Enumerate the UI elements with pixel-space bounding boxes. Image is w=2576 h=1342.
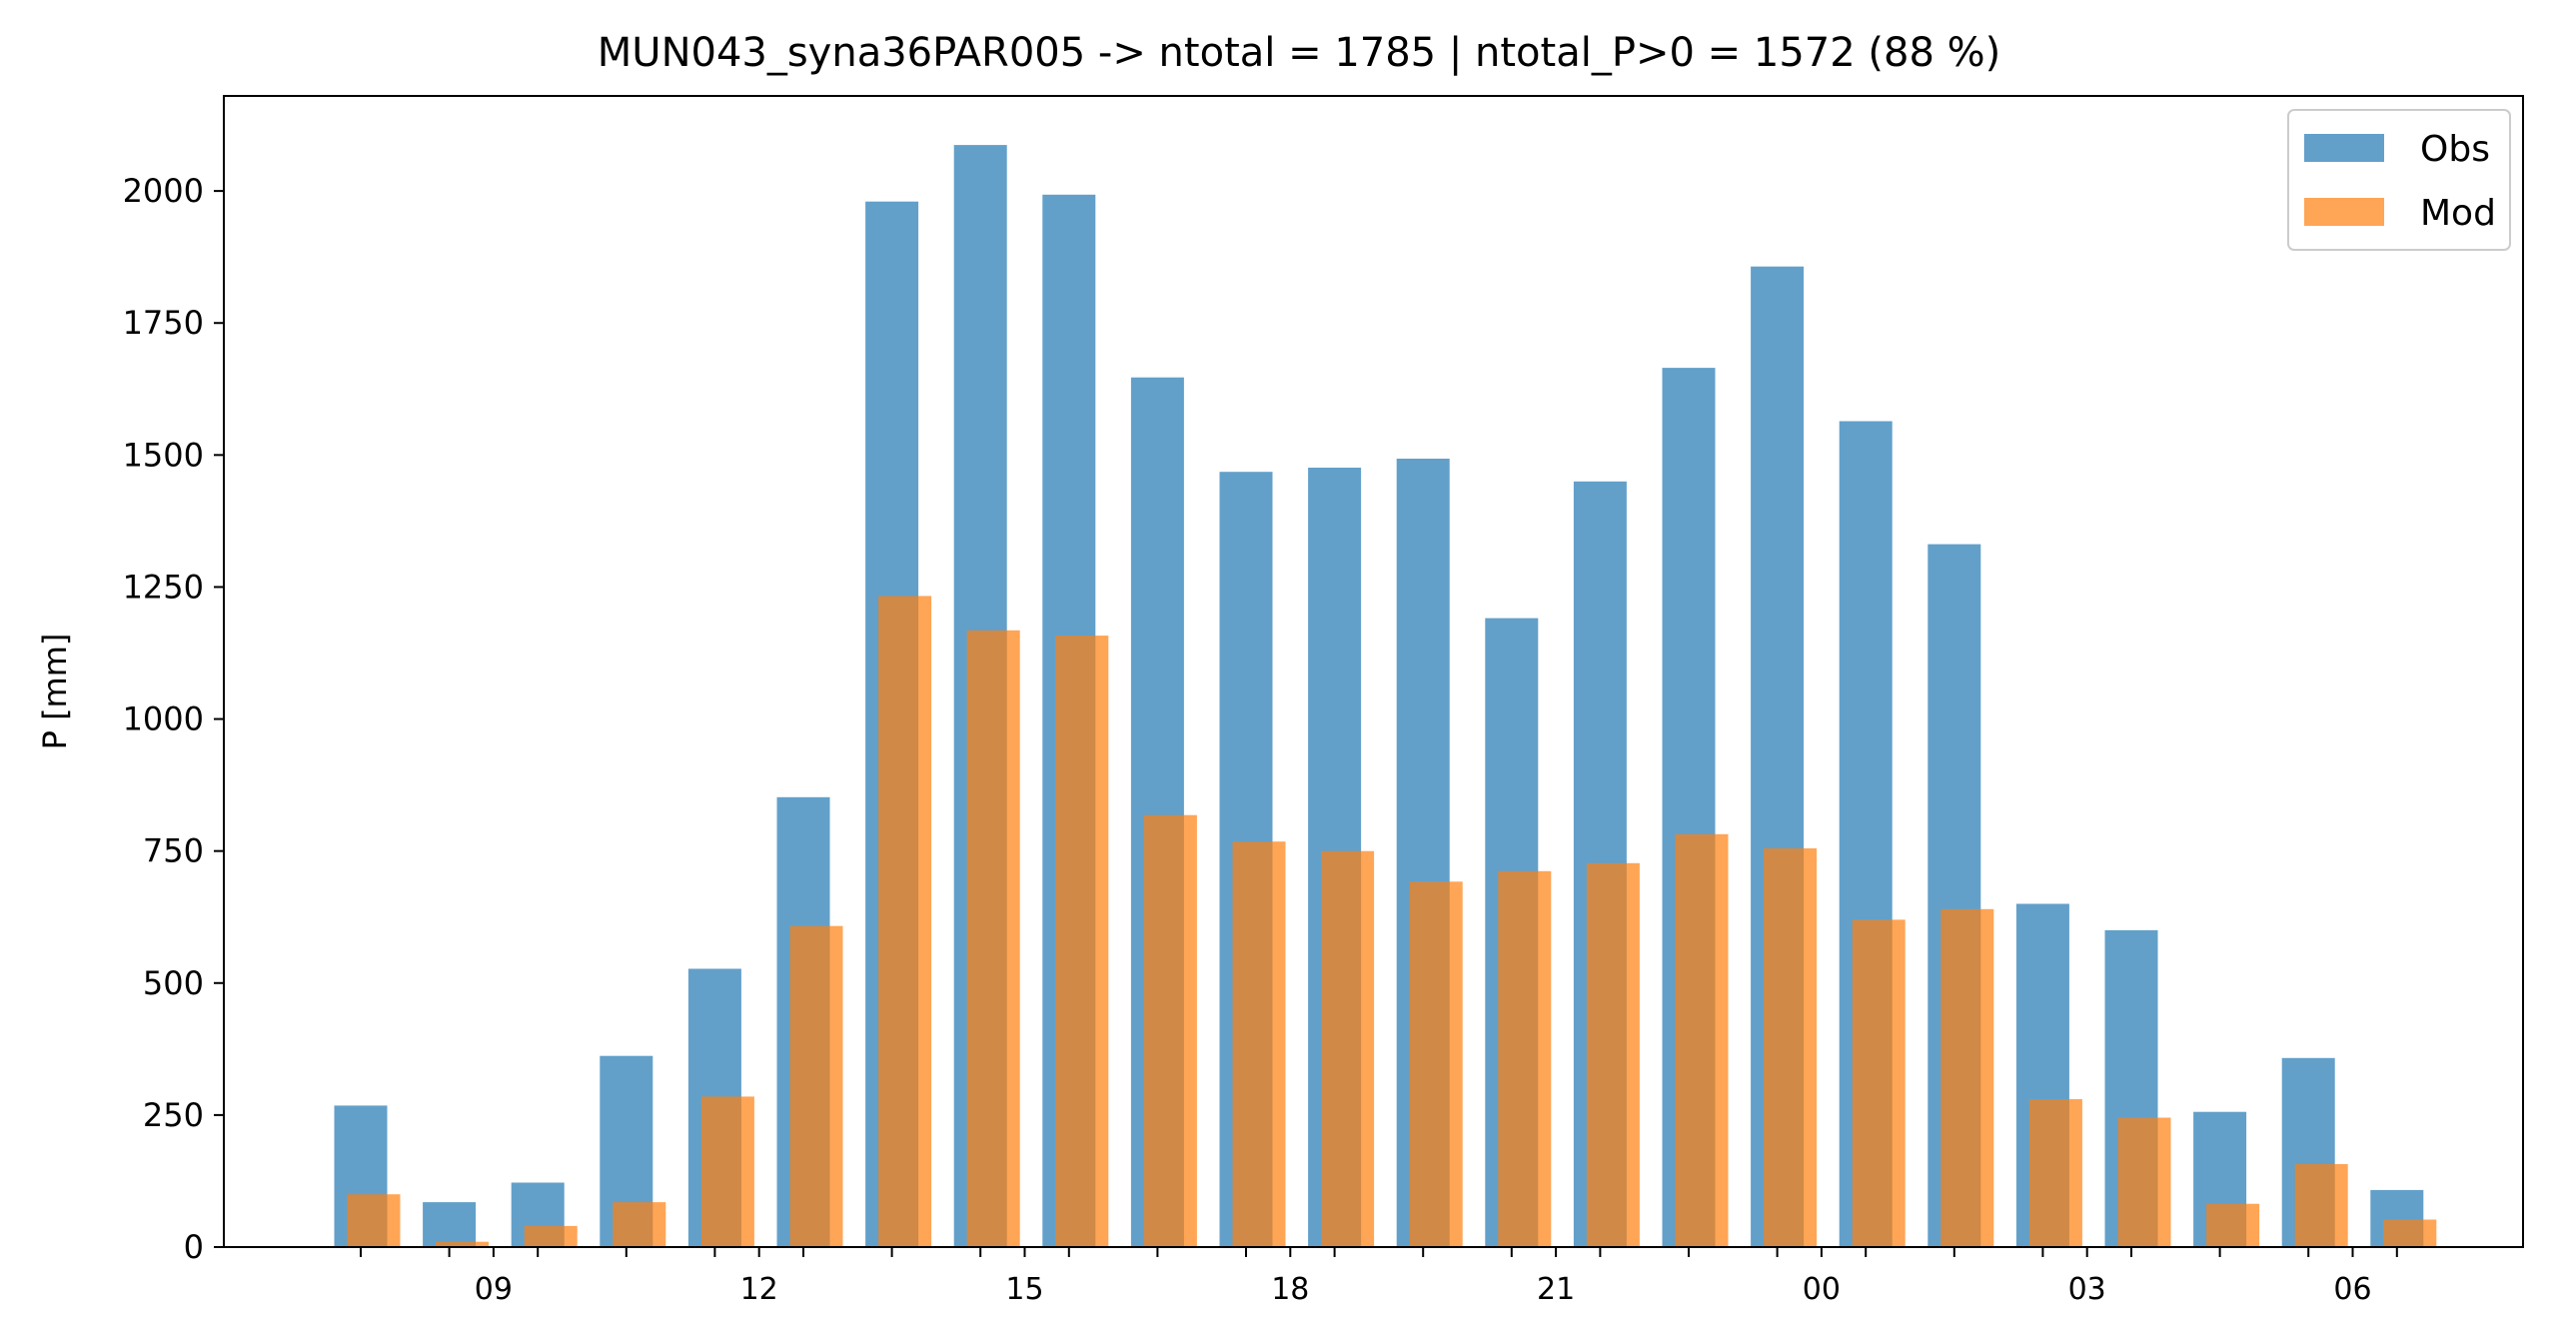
bar-mod-15 (966, 630, 1020, 1247)
bar-mod-18 (1232, 841, 1286, 1247)
plot-frame (223, 95, 2524, 1248)
y-axis: 0 250 500 750 1000 1250 1500 1750 2000 (123, 172, 224, 1266)
y-tick-label-1000: 1000 (123, 700, 204, 738)
legend-label-mod: Mod (2420, 193, 2496, 234)
legend-swatch-obs (2304, 134, 2384, 162)
bar-mod-07 (2383, 1219, 2437, 1247)
x-tick-label-03: 03 (2068, 1272, 2106, 1307)
y-tick-label-1500: 1500 (123, 436, 204, 474)
legend-swatch-mod (2304, 198, 2384, 226)
bar-mod-11 (613, 1202, 666, 1247)
x-tick-label-21: 21 (1537, 1272, 1575, 1307)
x-tick-label-06: 06 (2333, 1272, 2371, 1307)
y-tick-label-1250: 1250 (123, 568, 204, 606)
bar-mod-06 (2294, 1164, 2348, 1247)
x-tick-label-12: 12 (740, 1272, 778, 1307)
x-axis: 09 12 15 18 21 00 03 06 (360, 1247, 2398, 1307)
bar-mod-19 (1321, 850, 1375, 1247)
bar-mod-13 (789, 925, 843, 1247)
bar-mod-12 (700, 1096, 754, 1247)
bar-mod-01 (1852, 919, 1906, 1247)
chart-title: MUN043_syna36PAR005 -> ntotal = 1785 | n… (598, 30, 2000, 76)
x-tick-label-09: 09 (475, 1272, 513, 1307)
y-tick-label-0: 0 (184, 1228, 204, 1266)
y-tick-label-500: 500 (143, 964, 204, 1002)
y-tick-label-250: 250 (143, 1096, 204, 1134)
x-tick-label-18: 18 (1271, 1272, 1309, 1307)
bar-mod-16 (1055, 636, 1109, 1247)
mod-bars (347, 596, 2437, 1247)
bar-mod-00 (1764, 848, 1818, 1247)
bar-mod-08 (347, 1194, 401, 1247)
legend-label-obs: Obs (2420, 129, 2490, 170)
bar-mod-04 (2117, 1117, 2171, 1247)
obs-bars (334, 145, 2424, 1248)
bar-mod-10 (524, 1225, 578, 1247)
bar-mod-09 (436, 1241, 490, 1247)
bar-mod-05 (2206, 1203, 2260, 1247)
y-axis-label: P [mm] (36, 634, 74, 750)
y-tick-label-750: 750 (143, 832, 204, 870)
bar-mod-23 (1675, 833, 1729, 1247)
x-tick-label-15: 15 (1005, 1272, 1043, 1307)
bar-mod-20 (1409, 881, 1463, 1247)
y-tick-label-2000: 2000 (123, 172, 204, 210)
bar-mod-22 (1586, 862, 1640, 1247)
x-tick-label-00: 00 (1803, 1272, 1841, 1307)
bar-mod-02 (1940, 908, 1994, 1247)
y-tick-label-1750: 1750 (123, 304, 204, 342)
bar-mod-03 (2028, 1099, 2082, 1247)
bar-mod-14 (878, 596, 932, 1247)
bar-mod-21 (1498, 870, 1552, 1247)
bar-mod-17 (1143, 814, 1197, 1247)
legend: Obs Mod (2287, 109, 2511, 251)
bar-obs-09 (423, 1202, 477, 1247)
